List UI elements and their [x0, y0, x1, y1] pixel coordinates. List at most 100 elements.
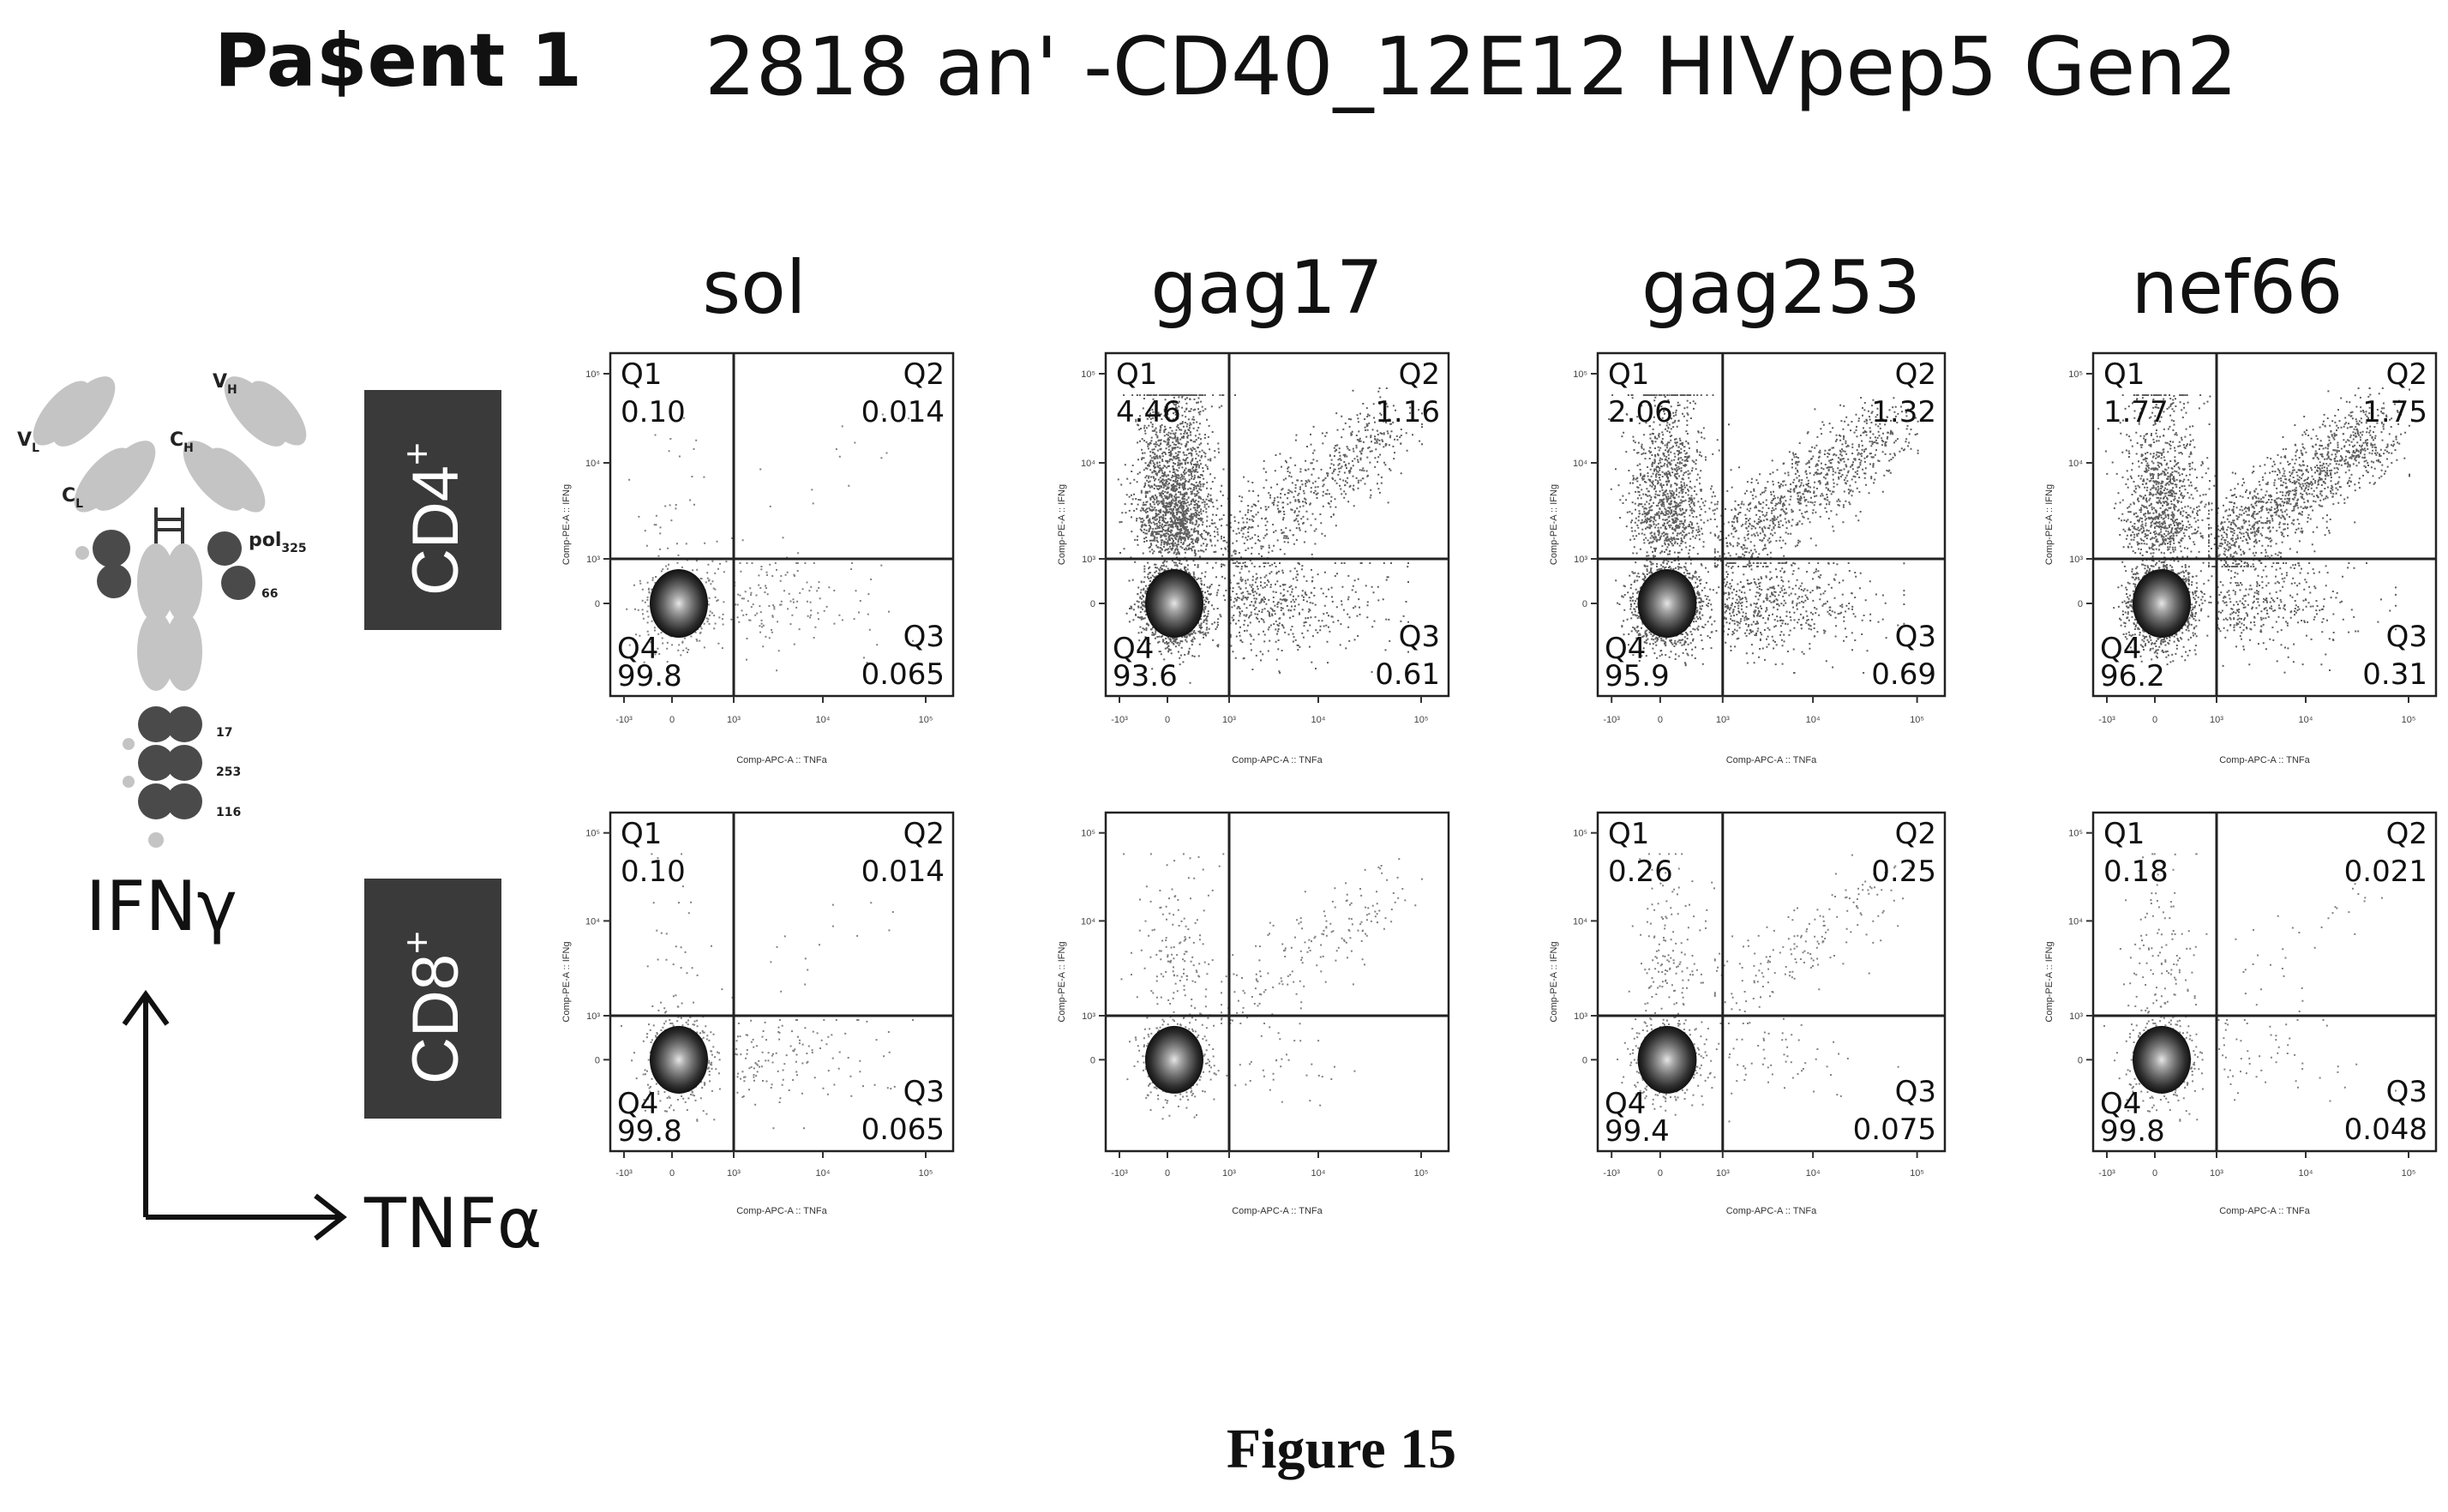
peptide-bead-small [123, 738, 135, 750]
x-axis-label: Comp-APC-A :: TNFa [1726, 755, 1817, 765]
peptide-bead [93, 530, 130, 567]
quadrant-value-q4: 99.8 [617, 659, 682, 693]
peptide-bead [166, 783, 202, 819]
quadrant-value-q2: 0.014 [861, 395, 945, 429]
plot-frame [609, 351, 955, 698]
y-tick-label: 10⁵ [1573, 829, 1587, 839]
axis-legend: IFNγ TNFα [86, 867, 542, 1263]
quadrant-label-q3: Q3 [1895, 1075, 1936, 1109]
y-tick-label: 10³ [1574, 1011, 1587, 1022]
y-tick-label: 10⁵ [585, 369, 600, 380]
y-axis-label: Comp-PE-A :: IFNg [1549, 484, 1559, 565]
quadrant-value-q2: 1.16 [1375, 395, 1440, 429]
x-tick-label: 10⁵ [1910, 715, 1924, 725]
quadrant-value-q4: 99.8 [2100, 1114, 2165, 1149]
quadrant-value-q1: 0.10 [621, 855, 686, 889]
quadrant-label-q3: Q3 [1895, 620, 1936, 654]
population-density [1145, 569, 1203, 638]
y-tick-label: 10⁴ [2068, 459, 2083, 469]
label-gag17: 17 [216, 726, 232, 740]
peptide-bead [138, 706, 174, 742]
plot-frame [2091, 351, 2438, 698]
plot-frame [1596, 351, 1947, 698]
x-axis-label: Comp-APC-A :: TNFa [736, 1206, 827, 1216]
x-tick-label: 10⁵ [1910, 1168, 1924, 1179]
label-gag253: 253 [216, 765, 241, 779]
quadrant-value-q4: 96.2 [2100, 659, 2165, 693]
y-tick-label: 10⁴ [1573, 459, 1587, 469]
label-nef116: 116 [216, 806, 241, 819]
plot-frame [1104, 811, 1450, 1153]
quadrant-label-q3: Q3 [903, 1075, 945, 1109]
x-tick-label: 10⁵ [919, 1168, 933, 1179]
heavy-chain-domain [33, 381, 91, 446]
event-scatter [2097, 387, 2410, 674]
fc-domain [137, 612, 175, 691]
quadrant-value-q4: 95.9 [1605, 659, 1670, 693]
quadrant-label-q1: Q1 [1116, 357, 1157, 392]
y-axis-label: Comp-PE-A :: IFNg [561, 941, 572, 1022]
x-tick-label: 10⁴ [1311, 715, 1326, 725]
x-tick-label: -10³ [1111, 715, 1128, 725]
quadrant-label-q2: Q2 [1895, 357, 1936, 392]
x-tick-label: 10⁵ [919, 715, 933, 725]
y-tick-label: 10⁵ [585, 829, 600, 839]
x-tick-label: 0 [1165, 1168, 1170, 1179]
legend-y-marker: IFNγ [86, 867, 237, 946]
quadrant-value-q4: 99.4 [1605, 1114, 1670, 1149]
x-tick-label: 10³ [1222, 1168, 1236, 1179]
y-axis-label: Comp-PE-A :: IFNg [1057, 484, 1067, 565]
y-tick-label: 10⁴ [585, 459, 600, 469]
x-tick-label: 10⁴ [2299, 715, 2313, 725]
quadrant-value-q2: 0.021 [2344, 855, 2427, 889]
row-label-cd8-text: CD8 [399, 954, 472, 1084]
population-density [2133, 1025, 2191, 1094]
row-label-cd8-sup: + [394, 931, 439, 954]
label-vl: VL [17, 429, 39, 455]
y-tick-label: 10⁵ [2068, 369, 2083, 380]
y-tick-label: 0 [1090, 599, 1095, 609]
quadrant-value-q1: 0.26 [1608, 855, 1673, 889]
plot-frame [2091, 811, 2438, 1153]
quadrant-value-q1: 1.77 [2103, 395, 2169, 429]
patient-label: Pa$ent 1 [214, 18, 582, 104]
population-density [1637, 1025, 1697, 1094]
x-tick-label: 10³ [1716, 715, 1730, 725]
quadrant-value-q2: 0.25 [1871, 855, 1936, 889]
x-tick-label: 10³ [1716, 1168, 1730, 1179]
y-tick-label: 10⁴ [1081, 459, 1095, 469]
y-tick-label: 10³ [586, 1011, 600, 1022]
peptide-bead [221, 566, 255, 600]
quadrant-label-q4: Q4 [2100, 632, 2141, 666]
y-tick-label: 10⁴ [585, 916, 600, 927]
peptide-bead-small [123, 776, 135, 788]
quadrant-value-q1: 0.10 [621, 395, 686, 429]
quadrant-value-q2: 1.32 [1871, 395, 1936, 429]
quadrant-value-q4: 99.8 [617, 1114, 682, 1149]
quadrant-label-q2: Q2 [1895, 817, 1936, 851]
x-tick-label: 10⁴ [1806, 715, 1821, 725]
y-tick-label: 10⁵ [1573, 369, 1587, 380]
quadrant-label-q1: Q1 [621, 357, 662, 392]
peptide-bead [138, 783, 174, 819]
y-tick-label: 0 [595, 1055, 600, 1065]
y-tick-label: 10⁴ [1573, 916, 1587, 927]
y-tick-label: 10⁴ [2068, 916, 2083, 927]
quadrant-label-q4: Q4 [2100, 1087, 2141, 1121]
y-tick-label: 10⁵ [1081, 369, 1095, 380]
peptide-bead-small [75, 546, 89, 560]
quadrant-value-q1: 0.18 [2103, 855, 2169, 889]
quadrant-label-q3: Q3 [2386, 620, 2427, 654]
x-tick-label: 10⁵ [2402, 715, 2416, 725]
population-density [1145, 1025, 1203, 1094]
x-tick-label: 10⁴ [816, 1168, 831, 1179]
x-tick-label: 10³ [727, 715, 741, 725]
quadrant-label-q2: Q2 [2386, 817, 2427, 851]
event-scatter [1117, 387, 1423, 684]
